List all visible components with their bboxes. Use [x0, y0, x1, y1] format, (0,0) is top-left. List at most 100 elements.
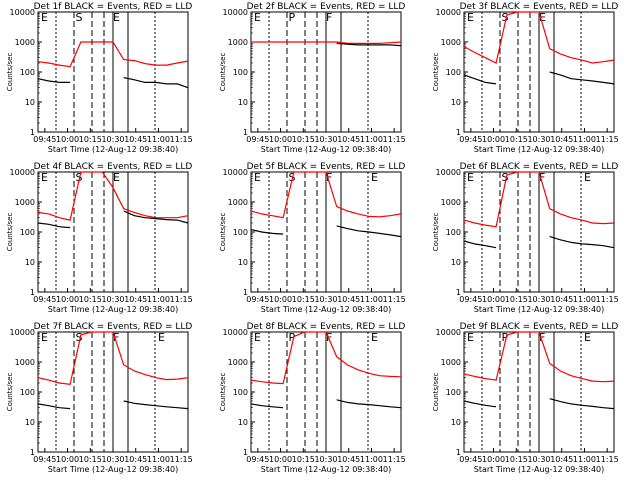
- series-line-events: [463, 71, 615, 85]
- x-tick-label: 11:00: [360, 135, 383, 144]
- y-tick-label: 1: [30, 448, 35, 457]
- chart-panel: Det 3f BLACK = Events, RED = LLD 1 10 100 10…: [432, 2, 619, 154]
- y-tick-label: 100: [20, 228, 35, 237]
- interval-marker: E: [371, 171, 378, 184]
- series-line-events: [37, 400, 189, 410]
- x-tick-label: 10:45: [337, 455, 360, 464]
- interval-marker: E: [467, 331, 474, 344]
- interval-marker: E: [371, 331, 378, 344]
- y-tick-label: 10: [25, 418, 35, 427]
- x-tick-label: 10:45: [550, 135, 573, 144]
- y-tick-label: 1: [456, 448, 461, 457]
- y-tick-label: 10: [238, 418, 248, 427]
- interval-marker: E: [158, 331, 165, 344]
- chart-panel: Det 6f BLACK = Events, RED = LLD 1 10 100 10…: [432, 162, 619, 314]
- x-tick-label: 11:15: [170, 295, 193, 304]
- series-line-events: [250, 399, 402, 409]
- x-tick-label: 11:15: [596, 135, 619, 144]
- x-tick-label: 11:15: [596, 295, 619, 304]
- x-tick-label: 11:00: [147, 135, 170, 144]
- x-axis-label: Start Time (12-Aug-12 09:38:40): [48, 145, 179, 154]
- series-line-lld: [251, 41, 402, 44]
- interval-marker: E: [539, 11, 546, 24]
- series-line-events: [463, 398, 615, 410]
- interval-marker: F: [326, 331, 332, 344]
- x-tick-label: 11:15: [383, 135, 406, 144]
- chart-title: Det 2f BLACK = Events, RED = LLD: [247, 2, 406, 12]
- x-tick-label: 11:00: [360, 455, 383, 464]
- x-axis-label: Start Time (12-Aug-12 09:38:40): [48, 465, 179, 474]
- x-tick-label: 09:45: [459, 295, 482, 304]
- series-line-events: [336, 42, 402, 47]
- x-axis-label: Start Time (12-Aug-12 09:38:40): [474, 305, 605, 314]
- y-axis-label: Counts/sec: [432, 373, 440, 412]
- y-axis-label: Counts/sec: [219, 213, 227, 252]
- x-tick-label: 10:15: [292, 295, 315, 304]
- x-tick-label: 10:00: [482, 455, 505, 464]
- interval-marker: P: [289, 331, 296, 344]
- y-tick-label: 1000: [441, 358, 461, 367]
- y-tick-label: 10: [238, 98, 248, 107]
- series-line-lld: [37, 331, 189, 385]
- x-tick-label: 09:45: [459, 455, 482, 464]
- chart-title: Det 3f BLACK = Events, RED = LLD: [460, 2, 619, 12]
- series-line-lld: [463, 171, 615, 228]
- x-tick-label: 11:00: [573, 135, 596, 144]
- x-tick-label: 10:45: [124, 455, 147, 464]
- x-axis-label: Start Time (12-Aug-12 09:38:40): [474, 145, 605, 154]
- x-tick-label: 09:45: [246, 135, 269, 144]
- y-axis-label: Counts/sec: [6, 373, 14, 412]
- x-tick-label: 10:30: [314, 135, 337, 144]
- x-tick-label: 10:45: [337, 295, 360, 304]
- y-tick-label: 100: [233, 68, 248, 77]
- y-tick-label: 10: [25, 98, 35, 107]
- x-tick-label: 10:45: [550, 455, 573, 464]
- y-tick-label: 10000: [436, 328, 461, 337]
- interval-marker: E: [41, 171, 48, 184]
- interval-marker: E: [254, 331, 261, 344]
- x-tick-label: 11:15: [596, 455, 619, 464]
- y-tick-label: 1: [243, 128, 248, 137]
- chart-title: Det 9f BLACK = Events, RED = LLD: [460, 322, 619, 332]
- x-tick-label: 10:45: [550, 295, 573, 304]
- x-tick-label: 10:00: [269, 295, 292, 304]
- y-tick-label: 100: [446, 228, 461, 237]
- y-axis-label: Counts/sec: [219, 53, 227, 92]
- series-line-lld: [463, 11, 615, 64]
- chart-title: Det 5f BLACK = Events, RED = LLD: [247, 162, 406, 172]
- x-tick-label: 09:45: [246, 295, 269, 304]
- interval-marker: F: [326, 171, 332, 184]
- y-tick-label: 1000: [15, 198, 35, 207]
- y-tick-label: 10: [451, 418, 461, 427]
- y-tick-label: 1000: [441, 38, 461, 47]
- interval-marker: P: [502, 331, 509, 344]
- interval-marker: S: [76, 11, 83, 24]
- x-tick-label: 10:30: [527, 295, 550, 304]
- chart-title: Det 7f BLACK = Events, RED = LLD: [34, 322, 193, 332]
- y-tick-label: 1: [456, 288, 461, 297]
- x-tick-label: 10:30: [101, 295, 124, 304]
- x-tick-label: 10:30: [527, 135, 550, 144]
- y-tick-label: 100: [233, 228, 248, 237]
- interval-marker: E: [584, 171, 591, 184]
- x-tick-label: 10:15: [292, 455, 315, 464]
- x-tick-label: 10:00: [482, 135, 505, 144]
- y-tick-label: 10: [238, 258, 248, 267]
- interval-marker: E: [254, 171, 261, 184]
- interval-marker: E: [41, 331, 48, 344]
- x-tick-label: 10:15: [505, 295, 528, 304]
- series-line-events: [250, 225, 402, 238]
- x-tick-label: 09:45: [33, 135, 56, 144]
- x-axis-label: Start Time (12-Aug-12 09:38:40): [48, 305, 179, 314]
- y-axis-label: Counts/sec: [432, 53, 440, 92]
- x-tick-label: 11:00: [147, 455, 170, 464]
- interval-marker: F: [539, 331, 545, 344]
- series-line-events: [37, 77, 189, 89]
- chart-title: Det 4f BLACK = Events, RED = LLD: [34, 162, 193, 172]
- x-tick-label: 10:45: [337, 135, 360, 144]
- interval-marker: E: [113, 171, 120, 184]
- y-tick-label: 1000: [228, 358, 248, 367]
- interval-marker: E: [467, 171, 474, 184]
- interval-marker: S: [76, 331, 83, 344]
- x-tick-label: 10:15: [292, 135, 315, 144]
